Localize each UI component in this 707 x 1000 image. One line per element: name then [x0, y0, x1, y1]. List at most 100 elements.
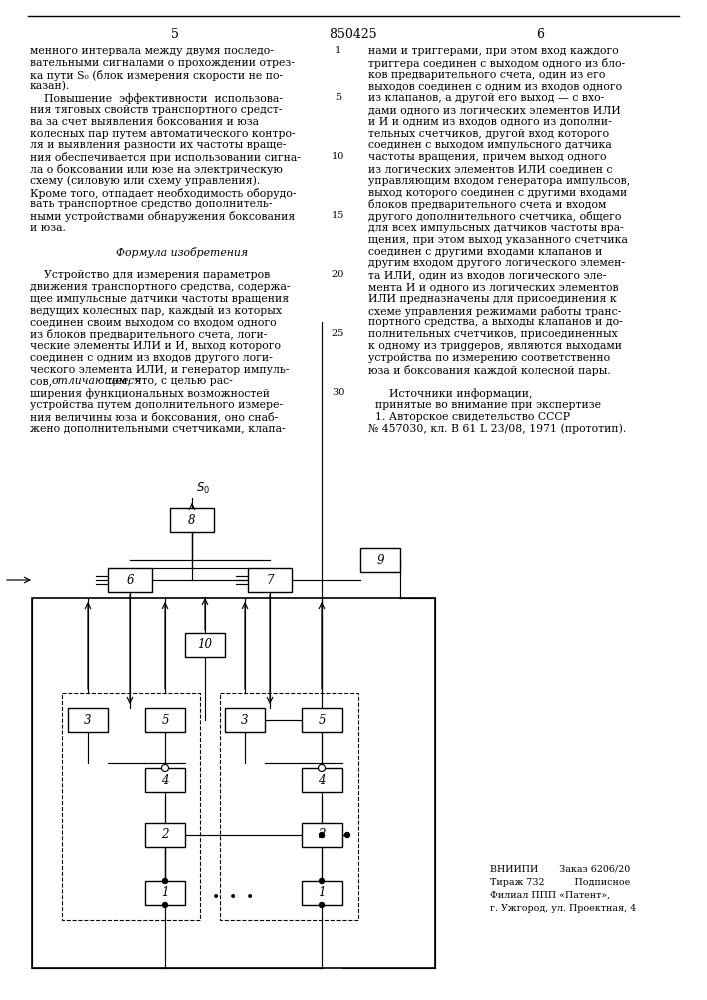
Text: Формула изобретения: Формула изобретения [117, 247, 249, 258]
Text: к одному из триggеров, являются выходами: к одному из триggеров, являются выходами [368, 341, 622, 351]
Text: соединен с другими входами клапанов и: соединен с другими входами клапанов и [368, 247, 602, 257]
Text: 25: 25 [332, 329, 344, 338]
Text: ния тяговых свойств транспортного средст-: ния тяговых свойств транспортного средст… [30, 105, 283, 115]
Bar [248, 568, 292, 592]
Text: из клапанов, а другой его выход — с вхо-: из клапанов, а другой его выход — с вхо- [368, 93, 604, 103]
Text: мента И и одного из логических элементов: мента И и одного из логических элементов [368, 282, 619, 292]
Text: та ИЛИ, один из входов логического эле-: та ИЛИ, один из входов логического эле- [368, 270, 607, 280]
Bar [220, 693, 358, 920]
Text: из логических элементов ИЛИ соединен с: из логических элементов ИЛИ соединен с [368, 164, 612, 174]
Text: другим входом другого логического элемен-: другим входом другого логического элемен… [368, 258, 625, 268]
Text: 5: 5 [335, 93, 341, 102]
Text: 6: 6 [536, 28, 544, 41]
Circle shape [163, 879, 168, 884]
Text: Устройство для измерения параметров: Устройство для измерения параметров [30, 270, 270, 280]
Text: 3: 3 [84, 714, 92, 726]
Text: щения, при этом выход указанного счетчика: щения, при этом выход указанного счетчик… [368, 235, 628, 245]
Text: портного средства, а выходы клапанов и до-: портного средства, а выходы клапанов и д… [368, 317, 623, 327]
Text: устройства по измерению соответственно: устройства по измерению соответственно [368, 353, 610, 363]
Circle shape [320, 902, 325, 908]
Bar [145, 881, 185, 905]
Text: 5: 5 [161, 714, 169, 726]
Bar [145, 823, 185, 847]
Text: № 457030, кл. В 61 L 23/08, 1971 (прототип).: № 457030, кл. В 61 L 23/08, 1971 (протот… [368, 424, 626, 434]
Text: 10: 10 [197, 639, 213, 652]
Text: из блоков предварительного счета, логи-: из блоков предварительного счета, логи- [30, 329, 267, 340]
Bar [185, 633, 225, 657]
Text: ведущих колесных пар, каждый из которых: ведущих колесных пар, каждый из которых [30, 306, 282, 316]
Bar [68, 708, 108, 732]
Text: выход которого соединен с другими входами: выход которого соединен с другими входам… [368, 188, 627, 198]
Text: 5: 5 [318, 714, 326, 726]
Text: триггера соединен с выходом одного из бло-: триггера соединен с выходом одного из бл… [368, 58, 625, 69]
Text: 4: 4 [161, 774, 169, 786]
Text: ными устройствами обнаружения боксования: ными устройствами обнаружения боксования [30, 211, 296, 222]
Text: принятые во внимание при экспертизе: принятые во внимание при экспертизе [368, 400, 601, 410]
Text: 1: 1 [318, 886, 326, 900]
Text: 1: 1 [161, 886, 169, 900]
Text: 30: 30 [332, 388, 344, 397]
Bar [145, 768, 185, 792]
Bar [62, 693, 200, 920]
Bar [302, 881, 342, 905]
Text: схеме управления режимами работы транс-: схеме управления режимами работы транс- [368, 306, 621, 317]
Circle shape [318, 764, 325, 772]
Text: •  •  •: • • • [212, 890, 255, 904]
Text: 2: 2 [161, 828, 169, 842]
Text: отличающееся: отличающееся [52, 376, 142, 386]
Text: ширения функциональных возможностей: ширения функциональных возможностей [30, 388, 270, 399]
Circle shape [163, 902, 168, 908]
Text: 15: 15 [332, 211, 344, 220]
Text: 20: 20 [332, 270, 344, 279]
Text: Кроме того, отпадает необходимость оборудо-: Кроме того, отпадает необходимость обору… [30, 188, 296, 199]
Text: юза и боксования каждой колесной пары.: юза и боксования каждой колесной пары. [368, 365, 611, 376]
Text: ля и выявления разности их частоты враще-: ля и выявления разности их частоты враще… [30, 140, 286, 150]
Text: ВНИИПИ       Заказ 6206/20: ВНИИПИ Заказ 6206/20 [490, 865, 630, 874]
Text: тельных счетчиков, другой вход которого: тельных счетчиков, другой вход которого [368, 129, 609, 139]
Circle shape [320, 879, 325, 884]
Text: выходов соединен с одним из входов одного: выходов соединен с одним из входов одног… [368, 81, 622, 91]
Text: управляющим входом генератора импульсов,: управляющим входом генератора импульсов, [368, 176, 630, 186]
Text: дами одного из логических элементов ИЛИ: дами одного из логических элементов ИЛИ [368, 105, 621, 115]
Text: 9: 9 [376, 554, 384, 566]
Text: 3: 3 [241, 714, 249, 726]
Bar [360, 548, 400, 572]
Text: и И и одним из входов одного из дополни-: и И и одним из входов одного из дополни- [368, 117, 612, 127]
Text: ческие элементы ИЛИ и И, выход которого: ческие элементы ИЛИ и И, выход которого [30, 341, 281, 351]
Text: 1: 1 [335, 46, 341, 55]
Text: колесных пар путем автоматического контро-: колесных пар путем автоматического контр… [30, 129, 296, 139]
Bar [302, 823, 342, 847]
Text: блоков предварительного счета и входом: блоков предварительного счета и входом [368, 199, 607, 210]
Text: 8: 8 [188, 514, 196, 526]
Text: ка пути S₀ (блок измерения скорости не по-: ка пути S₀ (блок измерения скорости не п… [30, 70, 283, 81]
Text: соединен своим выходом со входом одного: соединен своим выходом со входом одного [30, 317, 276, 327]
Text: соединен с одним из входов другого логи-: соединен с одним из входов другого логи- [30, 353, 273, 363]
Text: менного интервала между двумя последо-: менного интервала между двумя последо- [30, 46, 274, 56]
Text: щее импульсные датчики частоты вращения: щее импульсные датчики частоты вращения [30, 294, 289, 304]
Text: частоты вращения, причем выход одного: частоты вращения, причем выход одного [368, 152, 607, 162]
Text: 10: 10 [332, 152, 344, 161]
Circle shape [344, 832, 349, 838]
Text: Повышение  эффективности  использова-: Повышение эффективности использова- [30, 93, 283, 104]
Text: нами и триггерами, при этом вход каждого: нами и триггерами, при этом вход каждого [368, 46, 619, 56]
Text: другого дополнительного счетчика, общего: другого дополнительного счетчика, общего [368, 211, 621, 222]
Text: жено дополнительными счетчиками, клапа-: жено дополнительными счетчиками, клапа- [30, 424, 286, 434]
Text: ИЛИ предназначены для присоединения к: ИЛИ предназначены для присоединения к [368, 294, 617, 304]
Text: для всех импульсных датчиков частоты вра-: для всех импульсных датчиков частоты вра… [368, 223, 624, 233]
Text: полнительных счетчиков, присоединенных: полнительных счетчиков, присоединенных [368, 329, 618, 339]
Text: казан).: казан). [30, 81, 71, 92]
Text: соединен с выходом импульсного датчика: соединен с выходом импульсного датчика [368, 140, 612, 150]
Text: ва за счет выявления боксования и юза: ва за счет выявления боксования и юза [30, 117, 259, 127]
Text: тем, что, с целью рас-: тем, что, с целью рас- [103, 376, 233, 386]
Bar [170, 508, 214, 532]
Text: 850425: 850425 [329, 28, 377, 41]
Bar [32, 598, 435, 968]
Text: ков предварительного счета, один из его: ков предварительного счета, один из его [368, 70, 605, 80]
Text: Филиал ППП «Патент»,: Филиал ППП «Патент», [490, 891, 610, 900]
Bar [108, 568, 152, 592]
Text: 6: 6 [127, 574, 134, 586]
Bar [145, 708, 185, 732]
Text: $S_0$: $S_0$ [196, 481, 210, 496]
Text: схему (силовую или схему управления).: схему (силовую или схему управления). [30, 176, 260, 186]
Text: 4: 4 [318, 774, 326, 786]
